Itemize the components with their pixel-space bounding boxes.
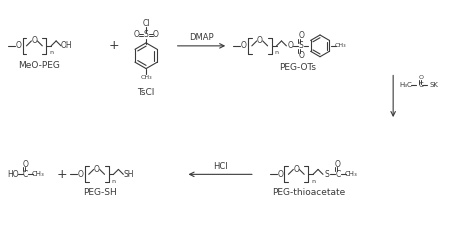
Text: C: C xyxy=(335,170,340,179)
Text: +: + xyxy=(108,39,119,52)
Text: HCl: HCl xyxy=(213,162,228,171)
Text: MeO-PEG: MeO-PEG xyxy=(18,61,60,70)
Text: PEG-thioacetate: PEG-thioacetate xyxy=(273,188,346,197)
Text: O: O xyxy=(133,30,139,40)
Text: H₃C: H₃C xyxy=(399,82,412,88)
Text: C: C xyxy=(419,82,424,88)
Text: OH: OH xyxy=(60,41,72,50)
Text: CH₃: CH₃ xyxy=(335,43,346,48)
Text: O: O xyxy=(78,170,84,179)
Text: O: O xyxy=(153,30,159,40)
Text: O: O xyxy=(241,41,247,50)
Text: O: O xyxy=(278,170,283,179)
Text: O: O xyxy=(293,165,299,174)
Text: CH₃: CH₃ xyxy=(140,75,152,80)
Text: CH₃: CH₃ xyxy=(32,171,45,177)
Text: C: C xyxy=(23,170,28,179)
Text: TsCl: TsCl xyxy=(137,88,155,97)
Text: O: O xyxy=(335,160,341,169)
Text: O: O xyxy=(298,51,304,60)
Text: HO: HO xyxy=(8,170,19,179)
Text: n: n xyxy=(49,50,53,55)
Text: n: n xyxy=(111,179,116,184)
Text: PEG-SH: PEG-SH xyxy=(83,188,117,197)
Text: +: + xyxy=(57,168,67,181)
Text: O: O xyxy=(257,36,263,45)
Text: O: O xyxy=(94,165,100,174)
Text: O: O xyxy=(23,160,28,169)
Text: S: S xyxy=(325,170,329,179)
Text: O: O xyxy=(419,75,424,80)
Text: O: O xyxy=(31,36,37,45)
Text: SK: SK xyxy=(430,82,438,88)
Text: PEG-OTs: PEG-OTs xyxy=(279,63,316,72)
Text: n: n xyxy=(311,179,315,184)
Text: n: n xyxy=(274,50,279,55)
Text: O: O xyxy=(16,41,21,50)
Text: Cl: Cl xyxy=(142,19,150,28)
Text: O: O xyxy=(298,31,304,40)
Text: CH₃: CH₃ xyxy=(344,171,357,177)
Text: S: S xyxy=(299,41,304,50)
Text: SH: SH xyxy=(123,170,134,179)
Text: DMAP: DMAP xyxy=(189,34,214,42)
Text: S: S xyxy=(144,30,148,40)
Text: O: O xyxy=(287,41,293,50)
